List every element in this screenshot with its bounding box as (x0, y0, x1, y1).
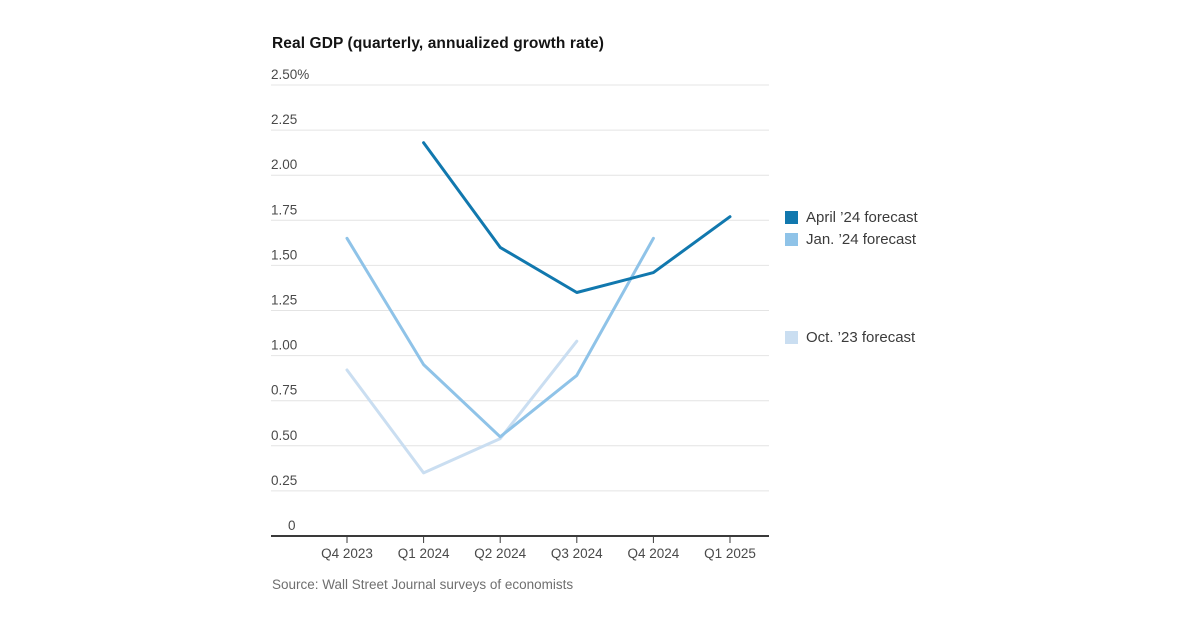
y-tick-label: 0.25 (271, 473, 297, 488)
y-tick-label: 2.25 (271, 112, 297, 127)
legend-swatch-oct-23 (785, 331, 798, 344)
x-tick-label: Q4 2024 (628, 546, 680, 561)
y-tick-label: 0.75 (271, 383, 297, 398)
legend-item-april-24-forecast: April ’24 forecast (785, 209, 918, 226)
legend-label-oct-23: Oct. ’23 forecast (806, 329, 916, 346)
series-line-jan-24-forecast (345, 236, 655, 439)
x-tick-label: Q4 2023 (321, 546, 373, 561)
legend-item-jan-24-forecast: Jan. ’24 forecast (785, 231, 916, 248)
y-tick-label: 2.50% (271, 67, 309, 82)
legend-swatch-april-24 (785, 211, 798, 224)
x-tick-label: Q3 2024 (551, 546, 603, 561)
source-note: Source: Wall Street Journal surveys of e… (272, 577, 574, 592)
y-tick-label: 0.50 (271, 428, 297, 443)
series-line-april-24-forecast (422, 141, 732, 294)
chart-title: Real GDP (quarterly, annualized growth r… (272, 35, 604, 52)
x-tick-label: Q1 2024 (398, 546, 450, 561)
y-tick-label: 1.50 (271, 247, 297, 262)
y-tick-label: 1.00 (271, 338, 297, 353)
x-tick-label: Q1 2025 (704, 546, 756, 561)
legend-item-oct-23-forecast: Oct. ’23 forecast (785, 329, 915, 346)
series-line-oct-23-forecast (345, 339, 579, 475)
y-tick-label: 1.25 (271, 293, 297, 308)
legend-label-april-24: April ’24 forecast (806, 209, 918, 226)
y-tick-label: 1.75 (271, 202, 297, 217)
x-tick-label: Q2 2024 (474, 546, 526, 561)
legend-swatch-jan-24 (785, 233, 798, 246)
y-tick-label: 0 (288, 518, 296, 533)
y-tick-label: 2.00 (271, 157, 297, 172)
legend-label-jan-24: Jan. ’24 forecast (806, 231, 917, 248)
